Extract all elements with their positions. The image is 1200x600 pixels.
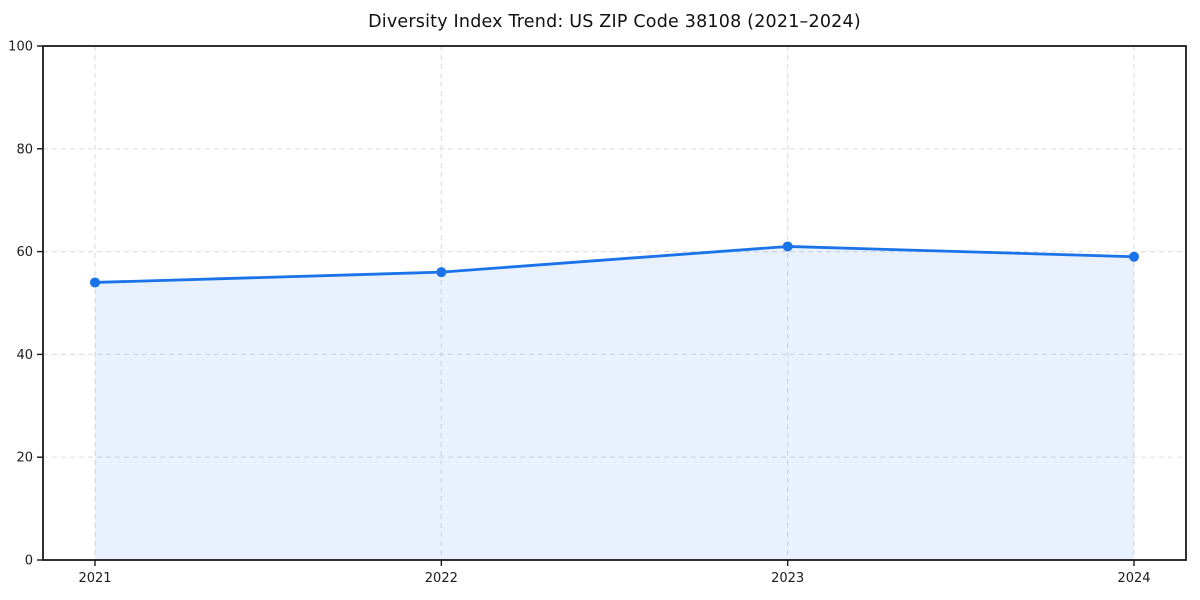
trend-line (93, 245, 1136, 284)
x-tick-label: 2023 (771, 571, 804, 586)
data-point-marker (90, 277, 100, 288)
y-tick-label: 80 (16, 142, 33, 157)
x-tick-label: 2021 (78, 571, 111, 586)
y-tick-label: 40 (16, 348, 33, 363)
data-point-marker (1129, 251, 1139, 262)
area-fill (95, 246, 1134, 560)
x-tick-label: 2022 (425, 571, 458, 586)
data-point-marker (782, 241, 793, 252)
x-tick-label: 2024 (1117, 571, 1150, 586)
chart-title: Diversity Index Trend: US ZIP Code 38108… (368, 12, 861, 32)
plot-border (42, 45, 1187, 561)
y-tick-label: 100 (8, 40, 33, 55)
y-tick-label: 20 (16, 451, 33, 466)
y-tick-label: 0 (25, 554, 33, 569)
data-point-marker (436, 267, 447, 278)
y-tick-label: 60 (16, 245, 33, 260)
